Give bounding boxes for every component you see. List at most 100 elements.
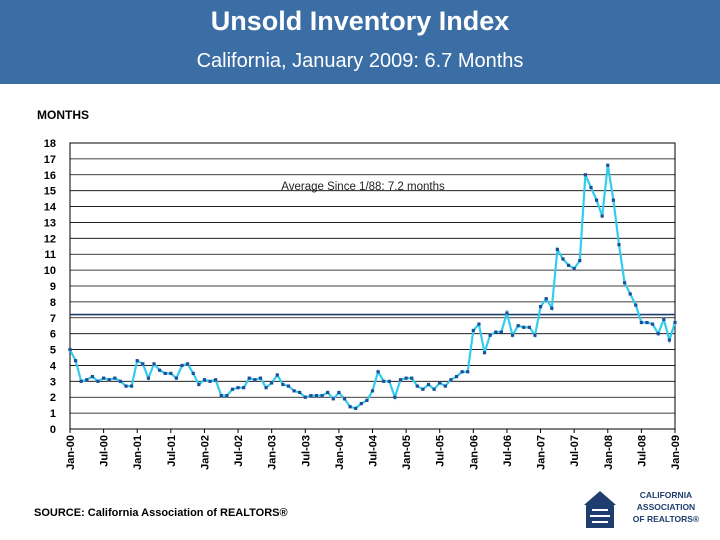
data-point (337, 390, 341, 395)
data-point (152, 362, 156, 366)
data-point (359, 401, 363, 406)
data-point (118, 379, 123, 383)
data-point (253, 378, 257, 382)
data-point (600, 214, 604, 218)
data-point (516, 324, 520, 328)
y-tick-label: 17 (44, 154, 56, 166)
data-point (242, 386, 246, 390)
x-tick-label: Jul-04 (368, 434, 380, 467)
data-point (410, 376, 414, 380)
data-point (555, 247, 559, 252)
x-tick-label: Jan-08 (603, 435, 615, 470)
data-point (214, 378, 218, 382)
y-tick-label: 14 (44, 202, 57, 214)
y-axis-label: MONTHS (37, 108, 89, 122)
data-point (594, 198, 599, 202)
data-point (421, 387, 425, 391)
header-banner: Unsold Inventory Index California, Janua… (0, 0, 720, 84)
data-point (85, 378, 89, 382)
data-point (533, 333, 537, 337)
data-point (393, 395, 397, 399)
data-point (494, 330, 498, 334)
data-point (650, 322, 655, 326)
y-tick-label: 10 (44, 265, 56, 277)
data-point (578, 258, 582, 263)
data-point (180, 363, 184, 368)
data-point (320, 394, 324, 398)
y-tick-label: 4 (50, 360, 57, 372)
data-point (342, 397, 347, 401)
data-point (488, 333, 492, 337)
x-tick-label: Jul-00 (99, 435, 111, 467)
y-tick-label: 8 (50, 297, 56, 309)
data-point (230, 387, 235, 391)
y-tick-label: 2 (50, 392, 56, 404)
data-point (622, 281, 627, 285)
data-point (270, 381, 274, 385)
x-tick-label: Jan-03 (267, 435, 279, 470)
x-tick-label: Jan-05 (401, 435, 413, 470)
y-tick-label: 12 (44, 233, 56, 245)
data-point (662, 317, 666, 321)
data-point (505, 311, 509, 315)
data-point (550, 306, 554, 310)
x-tick-label: Jul-06 (502, 435, 514, 467)
data-point (331, 397, 335, 401)
x-tick-label: Jan-00 (65, 435, 77, 470)
data-point (102, 376, 106, 380)
data-point (527, 325, 531, 329)
data-point (639, 320, 643, 325)
data-point (365, 398, 369, 402)
data-point (348, 405, 352, 409)
y-tick-label: 11 (44, 249, 56, 261)
x-tick-label: Jan-06 (468, 435, 480, 470)
data-point (264, 386, 268, 390)
data-point (404, 376, 408, 380)
data-point (191, 371, 195, 375)
y-tick-label: 5 (50, 345, 56, 357)
y-tick-label: 13 (44, 217, 56, 229)
data-point (158, 368, 162, 372)
data-point (415, 384, 419, 388)
data-point (387, 379, 391, 383)
y-tick-label: 18 (44, 138, 56, 150)
data-point (96, 379, 100, 383)
data-point (566, 263, 571, 267)
data-point (197, 382, 201, 387)
data-point (107, 378, 111, 382)
data-point (208, 379, 212, 383)
data-point (443, 384, 447, 388)
data-point (376, 370, 380, 374)
data-point (146, 376, 151, 380)
data-point (124, 384, 128, 388)
data-point (247, 376, 251, 380)
data-point (583, 173, 587, 177)
data-point (667, 338, 671, 342)
data-point (298, 390, 302, 395)
data-point (370, 389, 375, 393)
data-point (74, 359, 78, 363)
x-tick-label: Jul-02 (233, 435, 245, 467)
data-point (510, 333, 515, 337)
page-subtitle: California, January 2009: 6.7 Months (196, 50, 524, 72)
data-point (292, 389, 296, 393)
average-annotation: Average Since 1/88: 7.2 months (281, 181, 445, 193)
data-point (219, 394, 223, 398)
data-point (303, 395, 307, 399)
data-point (544, 297, 548, 301)
x-tick-label: Jul-07 (569, 435, 581, 467)
data-point (460, 370, 464, 374)
data-point (309, 394, 313, 398)
source-note: SOURCE: California Association of REALTO… (34, 507, 288, 519)
data-point (673, 320, 677, 325)
data-point (628, 292, 632, 296)
logo-icon (584, 491, 616, 528)
data-point (130, 384, 134, 388)
data-point (286, 384, 291, 388)
data-point (449, 378, 453, 382)
x-tick-label: Jul-01 (166, 435, 178, 467)
data-point (174, 376, 179, 380)
data-point (225, 394, 229, 398)
data-point (617, 243, 621, 247)
